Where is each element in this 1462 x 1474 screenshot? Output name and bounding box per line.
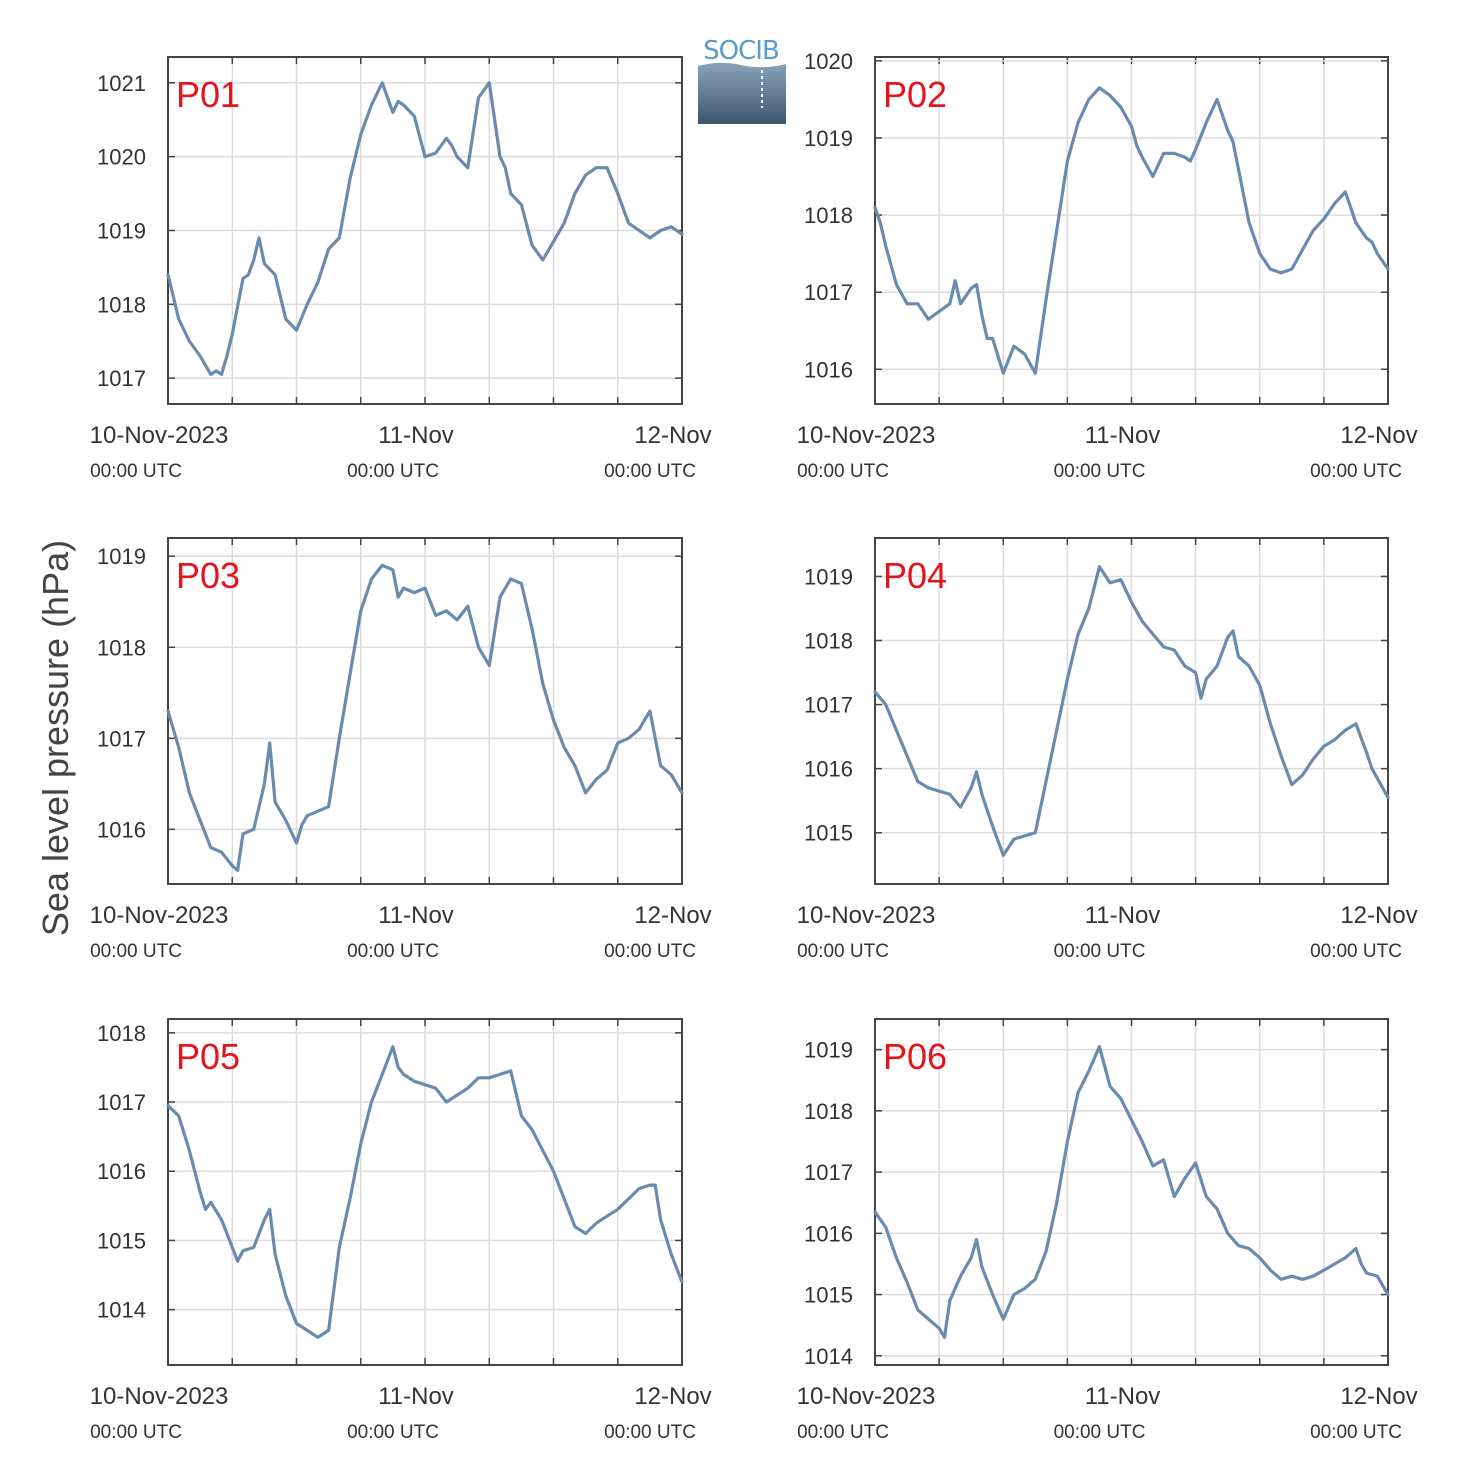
y-tick-label: 1017: [804, 693, 853, 718]
y-tick-label: 1017: [97, 1090, 146, 1115]
y-tick-label: 1019: [97, 544, 146, 569]
series-line-p05: [166, 1045, 684, 1339]
axes-frame: [167, 56, 683, 405]
x-tick-label: 10-Nov-2023: [797, 902, 936, 929]
y-tick-label: 1018: [97, 1021, 146, 1046]
x-tick-sublabel: 00:00 UTC: [1054, 941, 1146, 962]
x-tick-sublabel: 00:00 UTC: [797, 941, 889, 962]
y-tick-label: 1017: [804, 1160, 853, 1185]
axes-frame: [167, 1018, 683, 1366]
x-tick-sublabel: 00:00 UTC: [347, 461, 439, 482]
y-tick-label: 1018: [804, 629, 853, 654]
logo-wave-icon: [698, 62, 786, 124]
x-tick-label: 11-Nov: [1085, 1383, 1161, 1410]
panel-5: 1014 1015 1016 1017 1018 10-Nov-2023 00:00 UTC…: [90, 1018, 712, 1443]
x-tick-label: 11-Nov: [378, 422, 454, 449]
y-tick-label: 1016: [97, 817, 146, 842]
axes-frame: [874, 1018, 1389, 1366]
x-tick-label: 12-Nov: [634, 422, 711, 449]
x-tick-sublabel: 00:00 UTC: [347, 941, 439, 962]
panel-label: P01: [176, 74, 240, 115]
y-tick-label: 1017: [97, 726, 146, 751]
x-tick-label: 12-Nov: [1340, 422, 1417, 449]
y-tick-label: 1018: [804, 203, 853, 228]
y-tick-label: 1018: [97, 292, 146, 317]
panel-3: 1016 1017 1018 1019 10-Nov-2023 00:00 UTC 11-N…: [90, 537, 712, 962]
panel-label: P03: [176, 555, 240, 596]
series-line-p04: [873, 565, 1390, 857]
x-tick-label: 11-Nov: [378, 902, 454, 929]
axes-frame: [874, 537, 1389, 885]
x-tick-label: 11-Nov: [378, 1383, 454, 1410]
x-tick-label: 12-Nov: [634, 902, 711, 929]
x-tick-label: 11-Nov: [1085, 902, 1161, 929]
y-tick-label: 1015: [804, 1283, 853, 1308]
x-tick-sublabel: 00:00 UTC: [604, 461, 696, 482]
x-tick-sublabel: 00:00 UTC: [90, 1422, 182, 1443]
panel-4: 1015 1016 1017 1018 1019 10-Nov-2023 00:00 UTC…: [797, 537, 1418, 962]
y-tick-label: 1019: [804, 1038, 853, 1063]
y-tick-label: 1019: [97, 219, 146, 244]
y-tick-label: 1017: [97, 366, 146, 391]
x-tick-sublabel: 00:00 UTC: [1054, 1422, 1146, 1443]
socib-logo: SOCIB: [698, 36, 786, 124]
y-tick-label: 1020: [97, 145, 146, 170]
logo-text: SOCIB: [703, 36, 779, 66]
x-tick-sublabel: 00:00 UTC: [1310, 461, 1402, 482]
x-tick-label: 10-Nov-2023: [797, 1383, 936, 1410]
series-line-p03: [166, 563, 684, 872]
x-tick-label: 10-Nov-2023: [797, 422, 936, 449]
x-tick-sublabel: 00:00 UTC: [347, 1422, 439, 1443]
x-tick-sublabel: 00:00 UTC: [90, 461, 182, 482]
y-tick-label: 1016: [804, 1221, 853, 1246]
x-tick-label: 10-Nov-2023: [90, 1383, 229, 1410]
y-tick-label: 1021: [97, 71, 146, 96]
panel-2: 1016 1017 1018 1019 1020 10-Nov-2023 00:00 UTC…: [797, 49, 1418, 482]
y-tick-label: 1019: [804, 126, 853, 151]
panel-label: P06: [883, 1036, 947, 1077]
x-tick-label: 11-Nov: [1085, 422, 1161, 449]
panel-1: 1017 1018 1019 1020 1021 10-Nov-2023 00:00 UTC…: [90, 56, 712, 482]
x-tick-label: 10-Nov-2023: [90, 902, 229, 929]
x-tick-sublabel: 00:00 UTC: [797, 1422, 889, 1443]
x-tick-sublabel: 00:00 UTC: [1054, 461, 1146, 482]
series-line-p02: [873, 86, 1390, 375]
y-tick-label: 1015: [97, 1228, 146, 1253]
x-tick-sublabel: 00:00 UTC: [90, 941, 182, 962]
x-tick-sublabel: 00:00 UTC: [604, 941, 696, 962]
y-tick-label: 1019: [804, 564, 853, 589]
panel-6: 1014 1015 1016 1017 1018 1019 10-Nov-2023 00:00…: [797, 1018, 1418, 1443]
y-tick-label: 1018: [804, 1099, 853, 1124]
x-tick-label: 12-Nov: [1340, 902, 1417, 929]
panel-label: P04: [883, 555, 947, 596]
x-tick-sublabel: 00:00 UTC: [1310, 941, 1402, 962]
x-tick-label: 10-Nov-2023: [90, 422, 229, 449]
x-tick-label: 12-Nov: [634, 1383, 711, 1410]
panels: 1017 1018 1019 1020 1021 10-Nov-2023 00:00 UTC…: [90, 49, 1418, 1443]
series-line-p01: [166, 81, 684, 377]
x-tick-sublabel: 00:00 UTC: [604, 1422, 696, 1443]
y-tick-label: 1016: [97, 1159, 146, 1184]
y-tick-label: 1018: [97, 635, 146, 660]
panel-label: P02: [883, 74, 947, 115]
x-tick-sublabel: 00:00 UTC: [1310, 1422, 1402, 1443]
y-tick-label: 1017: [804, 280, 853, 305]
panel-label: P05: [176, 1036, 240, 1077]
y-tick-label: 1020: [804, 49, 853, 74]
axes-frame: [874, 56, 1389, 405]
y-tick-label: 1016: [804, 757, 853, 782]
y-tick-label: 1016: [804, 357, 853, 382]
y-axis-label: Sea level pressure (hPa): [35, 540, 76, 936]
x-tick-label: 12-Nov: [1340, 1383, 1417, 1410]
series-line-p06: [873, 1044, 1390, 1340]
y-tick-label: 1014: [97, 1298, 146, 1323]
x-tick-sublabel: 00:00 UTC: [797, 461, 889, 482]
y-tick-label: 1014: [804, 1344, 853, 1369]
y-tick-label: 1015: [804, 821, 853, 846]
